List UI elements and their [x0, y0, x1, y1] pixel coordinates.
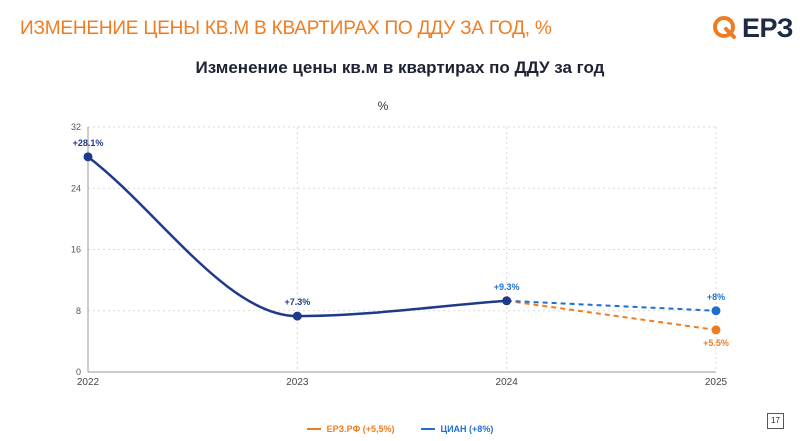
forecast-point-0 [711, 325, 721, 335]
page-number: 17 [767, 413, 784, 429]
chart-axes: 0 8 16 24 32 2022 2023 2024 2025 [71, 122, 728, 388]
x-tick-label: 2023 [286, 377, 309, 388]
logo-mark-icon [713, 16, 736, 39]
x-tick-label: 2025 [705, 377, 728, 388]
legend-swatch-erz [306, 428, 321, 430]
history-data-label: +9.3% [494, 282, 520, 292]
history-point [502, 296, 512, 306]
forecast-data-label-0: +5.5% [703, 338, 729, 348]
chart-data-labels: +28.1% +7.3% +9.3% +5.5% +8% [73, 138, 729, 348]
erz-logo: ЕРЗ [706, 11, 794, 43]
legend-item-erz: ЕРЗ.РФ (+5,5%) [306, 424, 395, 434]
chart-legend: ЕРЗ.РФ (+5,5%) ЦИАН (+8%) [0, 424, 800, 434]
legend-label-erz: ЕРЗ.РФ (+5,5%) [326, 424, 395, 434]
legend-label-cian: ЦИАН (+8%) [440, 424, 494, 434]
forecast-line-0 [506, 299, 717, 331]
history-point [83, 152, 93, 162]
chart-points [83, 152, 721, 335]
page-header-title: ИЗМЕНЕНИЕ ЦЕНЫ КВ.М В КВАРТИРАХ ПО ДДУ З… [20, 18, 552, 39]
y-tick-label: 32 [71, 122, 81, 132]
legend-swatch-cian [420, 428, 435, 430]
forecast-point-1 [711, 306, 721, 316]
x-tick-label: 2022 [77, 377, 100, 388]
x-tick-label: 2024 [496, 377, 519, 388]
y-tick-label: 8 [76, 306, 81, 316]
chart-grid [88, 126, 717, 372]
legend-item-cian: ЦИАН (+8%) [420, 424, 494, 434]
forecast-line-1 [506, 299, 717, 312]
history-data-label: +28.1% [73, 138, 104, 148]
y-tick-label: 24 [71, 183, 81, 193]
y-tick-label: 16 [71, 245, 81, 255]
y-tick-label: 0 [76, 367, 81, 377]
history-point [292, 311, 302, 321]
chart-lines [87, 155, 717, 331]
chart-title: Изменение цены кв.м в квартирах по ДДУ з… [195, 58, 605, 77]
forecast-data-label-1: +8% [707, 292, 725, 302]
logo-text: ЕРЗ [742, 13, 794, 43]
unit-label: % [377, 99, 389, 113]
history-data-label: +7.3% [284, 297, 310, 307]
